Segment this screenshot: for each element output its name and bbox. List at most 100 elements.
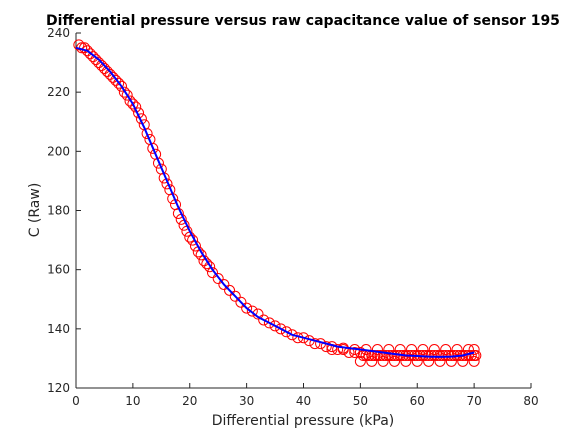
data-point-marker — [320, 341, 332, 353]
x-tick-label: 60 — [410, 394, 425, 408]
x-axis-title: Differential pressure (kPa) — [212, 413, 395, 429]
data-point-marker — [380, 349, 392, 361]
data-point-marker — [286, 329, 298, 341]
data-point-marker — [445, 355, 457, 367]
data-point-marker — [147, 142, 159, 154]
data-point-marker — [468, 344, 480, 356]
line-layer — [75, 46, 475, 358]
data-point-marker — [81, 45, 93, 57]
data-point-marker — [113, 77, 125, 89]
fit-curve-line — [75, 46, 475, 358]
data-point-marker — [400, 355, 412, 367]
x-tick-label: 70 — [466, 394, 481, 408]
data-point-marker — [246, 305, 258, 317]
data-point-marker — [280, 326, 292, 338]
data-point-marker — [371, 349, 383, 361]
y-ticks: 120 140 160 180 200 220 240 — [47, 26, 81, 395]
data-point-marker — [96, 60, 108, 72]
data-point-marker — [218, 278, 230, 290]
data-point-marker — [241, 302, 253, 314]
data-point-marker — [107, 71, 119, 83]
data-point-marker — [207, 267, 218, 279]
x-tick-label: 50 — [353, 394, 368, 408]
data-point-marker — [371, 344, 383, 356]
y-tick-label: 140 — [47, 322, 70, 336]
data-point-marker — [428, 349, 440, 361]
y-axis-title: C (Raw) — [27, 183, 43, 238]
x-tick-label: 40 — [296, 394, 311, 408]
data-point-marker — [269, 320, 281, 332]
data-point-marker — [425, 349, 437, 361]
data-point-marker — [434, 349, 446, 361]
data-point-marker — [457, 355, 469, 367]
data-point-marker — [417, 344, 429, 356]
y-tick-label: 160 — [47, 263, 70, 277]
data-point-marker — [298, 332, 309, 344]
data-point-marker — [423, 355, 435, 367]
data-point-marker — [383, 344, 395, 356]
data-point-marker — [116, 80, 127, 92]
data-point-marker — [84, 48, 96, 60]
data-point-marker — [394, 344, 406, 356]
data-point-marker — [229, 290, 241, 302]
x-tick-label: 20 — [182, 394, 197, 408]
y-tick-label: 240 — [47, 26, 70, 40]
data-point-marker — [98, 63, 110, 74]
data-point-marker — [118, 86, 130, 98]
data-point-marker — [127, 98, 139, 110]
data-point-marker — [386, 349, 398, 361]
data-point-marker — [87, 51, 99, 63]
data-point-marker — [201, 258, 213, 270]
y-tick-label: 120 — [47, 381, 70, 395]
data-point-marker — [224, 284, 236, 296]
x-tick-label: 80 — [523, 394, 538, 408]
x-tick-label: 30 — [239, 394, 254, 408]
data-point-marker — [440, 344, 452, 356]
data-point-marker — [104, 68, 116, 80]
y-tick-label: 180 — [47, 204, 70, 218]
data-point-marker — [101, 65, 113, 77]
data-point-marker — [377, 355, 389, 367]
data-point-marker — [309, 338, 321, 350]
data-point-marker — [389, 355, 400, 367]
data-point-marker — [428, 344, 440, 356]
data-point-marker — [383, 349, 395, 361]
x-tick-label: 10 — [125, 394, 140, 408]
data-point-marker — [377, 349, 389, 361]
data-point-marker — [204, 261, 216, 273]
x-tick-label: 0 — [72, 394, 80, 408]
data-point-marker — [141, 128, 153, 140]
data-point-marker — [374, 349, 386, 361]
data-point-marker — [121, 89, 133, 101]
data-point-marker — [332, 344, 344, 356]
data-point-marker — [406, 344, 418, 356]
data-point-marker — [411, 355, 423, 367]
data-point-marker — [93, 57, 105, 69]
data-point-marker — [235, 296, 247, 308]
data-point-marker — [212, 273, 224, 285]
data-point-marker — [451, 344, 463, 356]
data-point-marker — [431, 349, 443, 361]
data-point-marker — [470, 349, 482, 361]
data-point-marker — [263, 317, 275, 329]
data-point-marker — [258, 314, 270, 326]
data-point-marker — [110, 74, 122, 86]
data-point-marker — [73, 39, 85, 51]
y-tick-label: 200 — [47, 144, 70, 158]
markers-layer — [73, 39, 482, 367]
data-point-marker — [440, 349, 452, 361]
data-point-marker — [468, 355, 480, 367]
chart-title: Differential pressure versus raw capacit… — [46, 13, 560, 29]
data-point-marker — [366, 355, 378, 367]
plot-frame — [75, 33, 531, 389]
data-point-marker — [275, 323, 287, 335]
data-point-marker — [354, 355, 366, 367]
data-point-marker — [152, 157, 164, 169]
data-point-marker — [124, 95, 136, 107]
x-ticks: 0 10 20 30 40 50 60 70 80 — [72, 383, 539, 408]
data-point-marker — [90, 54, 102, 66]
data-point-marker — [437, 349, 449, 361]
y-tick-label: 220 — [47, 85, 70, 99]
